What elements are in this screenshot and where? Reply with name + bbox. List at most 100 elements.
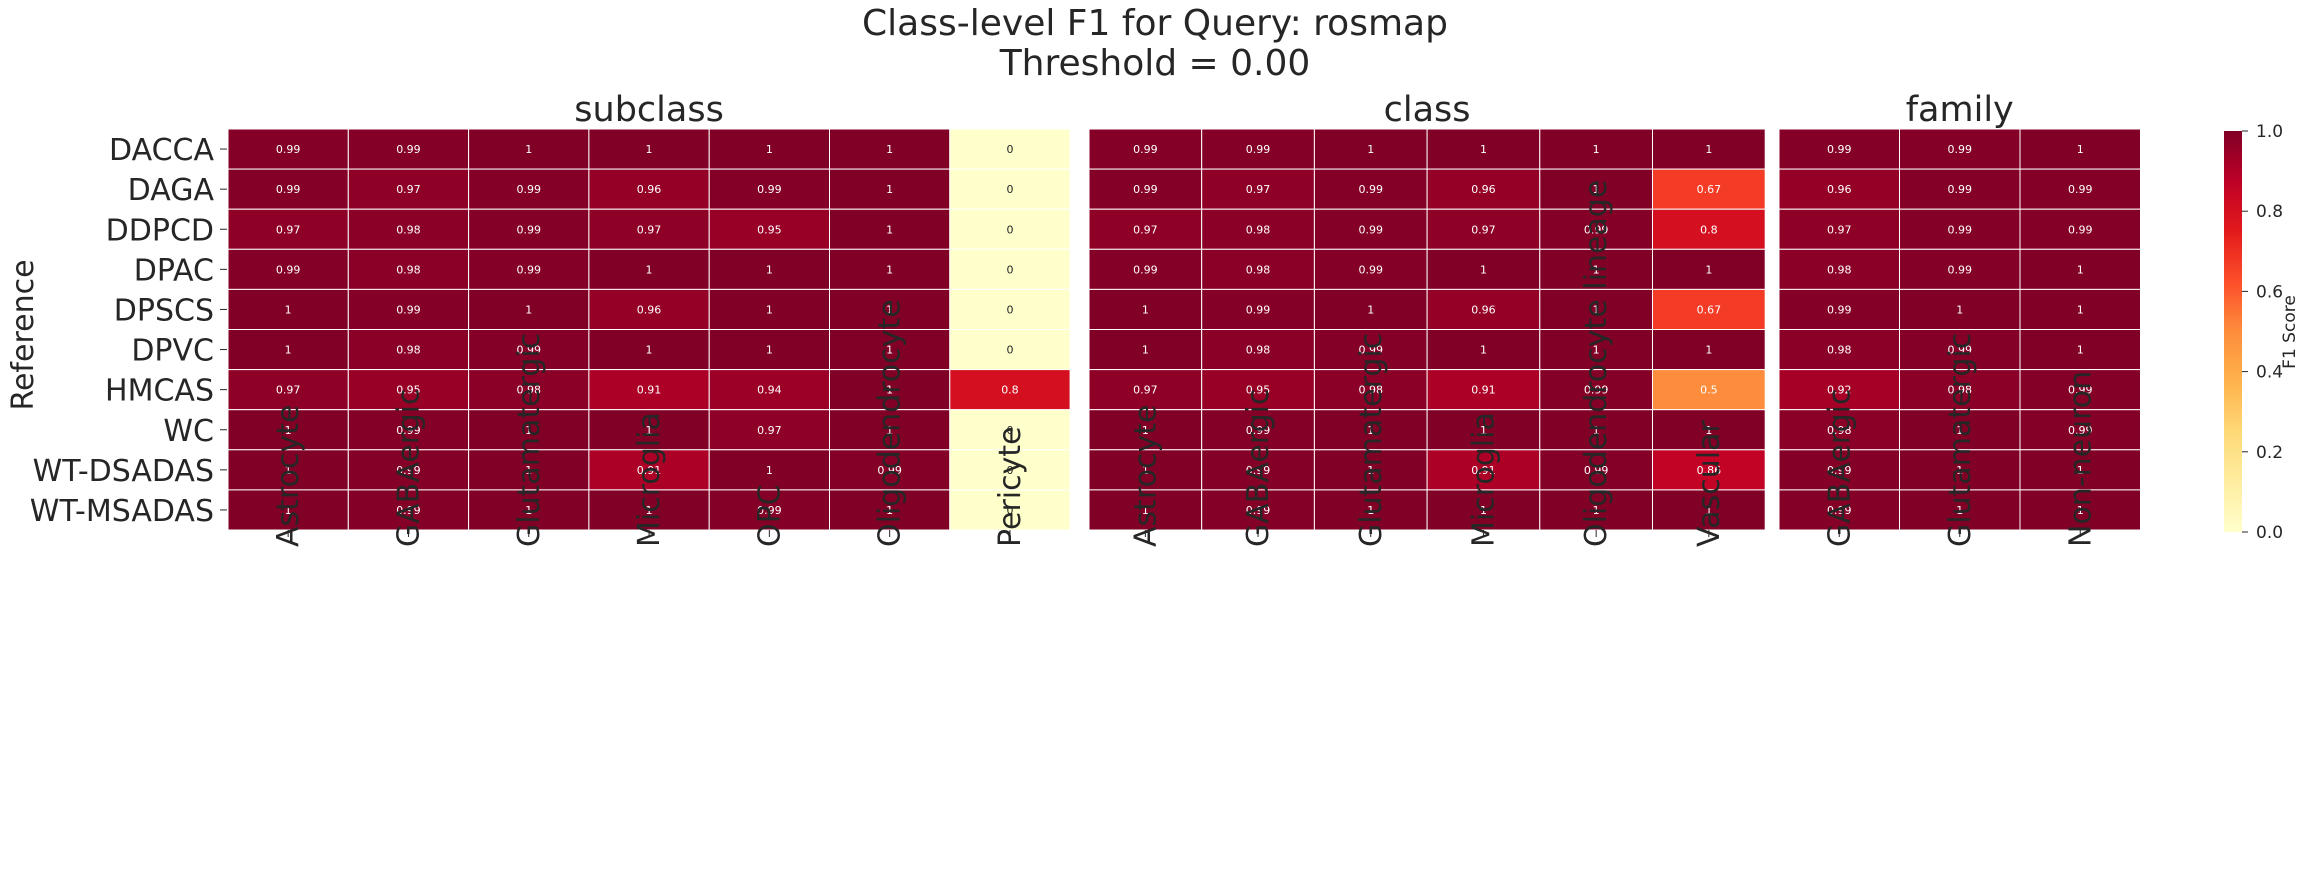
- heatmap-cell: [708, 168, 831, 210]
- heatmap-cell: [1426, 168, 1541, 210]
- cell-value-label: 1: [1956, 303, 1963, 316]
- heatmap-cell: [1899, 248, 2021, 290]
- cell-value-label: 0.96: [1471, 303, 1496, 316]
- heatmap-cell: [588, 449, 710, 491]
- y-tick-label: WT-MSADAS: [30, 494, 214, 529]
- x-tick-label: Pericyte: [993, 426, 1028, 547]
- cell-value-label: 0.98: [1359, 384, 1384, 397]
- cell-value-label: 1: [285, 504, 292, 517]
- cell-value-label: 1: [766, 464, 773, 477]
- cell-value-label: 0.99: [276, 263, 301, 276]
- cell-value-label: 0.99: [1827, 464, 1852, 477]
- heatmap-cell: [1088, 248, 1203, 290]
- cell-value-label: 0.98: [1827, 344, 1852, 357]
- cell-value-label: 0.99: [757, 504, 782, 517]
- heatmap-cell: [1778, 329, 1900, 371]
- heatmap-cell: [1313, 288, 1428, 330]
- cell-value-label: 0.99: [1948, 344, 1973, 357]
- cell-value-label: 1: [886, 303, 893, 316]
- x-tick-label: OPC: [752, 484, 787, 547]
- heatmap-cell: [468, 329, 590, 371]
- heatmap-cell: [468, 128, 590, 170]
- heatmap-cell: [1426, 329, 1541, 371]
- heatmap-cell: [1201, 248, 1315, 290]
- heatmap-cell: [2019, 168, 2141, 210]
- cell-value-label: 1: [1480, 504, 1487, 517]
- heatmap-cell: [1088, 168, 1203, 210]
- heatmap-cell: [708, 489, 831, 531]
- heatmap-cell: [949, 369, 1071, 411]
- heatmap-cell: [1313, 248, 1428, 290]
- heatmap-cell: [1539, 168, 1654, 210]
- cell-value-label: 0: [1006, 223, 1013, 236]
- x-tick-label: Glutamatergic: [512, 333, 547, 547]
- cell-value-label: 1: [285, 464, 292, 477]
- row-labels: DACCA DAGA DDPCD DPAC DPSCS DPVC HMCAS WC WT-DSA…: [30, 133, 227, 529]
- cell-value-label: 0.97: [1471, 223, 1496, 236]
- cell-value-label: 1: [1480, 344, 1487, 357]
- cell-value-label: 1: [886, 504, 893, 517]
- cell-value-label: 0.99: [1133, 263, 1158, 276]
- heatmap-cell: [1778, 288, 1900, 330]
- cell-value-label: 0.97: [396, 183, 421, 196]
- heatmap-cell: [468, 288, 590, 330]
- heatmap-cell: [1778, 128, 1900, 170]
- cell-value-label: 0.99: [2068, 424, 2093, 437]
- cell-value-label: 1: [766, 303, 773, 316]
- heatmap-cell: [949, 208, 1071, 250]
- cell-value-label: 0.98: [1948, 384, 1973, 397]
- heatmap-cell: [829, 449, 951, 491]
- cell-value-label: 0.91: [1471, 384, 1496, 397]
- cell-value-label: 1: [1956, 424, 1963, 437]
- cell-value-label: 0.99: [2068, 384, 2093, 397]
- heatmap-cell: [708, 369, 831, 411]
- cell-value-label: 0.97: [1246, 183, 1271, 196]
- cell-value-label: 1: [1705, 263, 1712, 276]
- y-tick-label: DPVC: [131, 334, 214, 369]
- cell-value-label: 1: [1956, 464, 1963, 477]
- cell-value-label: 1: [1367, 424, 1374, 437]
- cell-value-label: 0.99: [517, 183, 542, 196]
- cell-value-label: 1: [1367, 464, 1374, 477]
- heatmap-cell: [1539, 329, 1654, 371]
- cell-value-label: 0: [1006, 143, 1013, 156]
- cell-value-label: 0.96: [637, 183, 662, 196]
- cell-value-label: 1: [1705, 344, 1712, 357]
- cell-value-label: 0.99: [1359, 263, 1384, 276]
- cell-value-label: 1: [1480, 143, 1487, 156]
- cell-value-label: 1: [1142, 344, 1149, 357]
- cell-value-label: 1: [525, 424, 532, 437]
- cell-value-label: 0.99: [1948, 143, 1973, 156]
- cell-value-label: 1: [285, 344, 292, 357]
- cell-value-label: 0: [1006, 263, 1013, 276]
- panel-title-family: family: [1906, 90, 2014, 130]
- cell-value-label: 1: [766, 263, 773, 276]
- cell-value-label: 0.86: [1697, 464, 1722, 477]
- heatmap-cell: [949, 288, 1071, 330]
- heatmap-cell: [1313, 449, 1428, 491]
- x-tick-label: Astrocyte: [271, 405, 306, 547]
- heatmap-cell: [1426, 248, 1541, 290]
- heatmap-cell: [1899, 369, 2021, 411]
- cell-value-label: 0.99: [1827, 143, 1852, 156]
- heatmap-cell: [347, 248, 470, 290]
- heatmap-cell: [1539, 369, 1654, 411]
- heatmap-cell: [1778, 409, 1900, 451]
- heatmap-cell: [1652, 168, 1766, 210]
- heatmap-cell: [708, 208, 831, 250]
- cell-value-label: 0: [1006, 504, 1013, 517]
- cell-value-label: 1: [886, 384, 893, 397]
- x-tick-label: Microglia: [632, 412, 667, 547]
- x-tick-label: Astrocyte: [1128, 405, 1163, 547]
- cell-value-label: 0.99: [1133, 143, 1158, 156]
- colorbar-tick-label: 0.0: [2256, 523, 2283, 543]
- cell-value-label: 1: [766, 344, 773, 357]
- cell-value-label: 0.98: [1246, 344, 1271, 357]
- cell-value-label: 1: [1956, 504, 1963, 517]
- heatmap-cell: [1426, 449, 1541, 491]
- cell-value-label: 0.97: [276, 223, 301, 236]
- cell-value-label: 0.99: [1246, 303, 1271, 316]
- heatmap-cell: [949, 168, 1071, 210]
- y-tick-label: WC: [163, 414, 214, 449]
- heatmap-cell: [1088, 128, 1203, 170]
